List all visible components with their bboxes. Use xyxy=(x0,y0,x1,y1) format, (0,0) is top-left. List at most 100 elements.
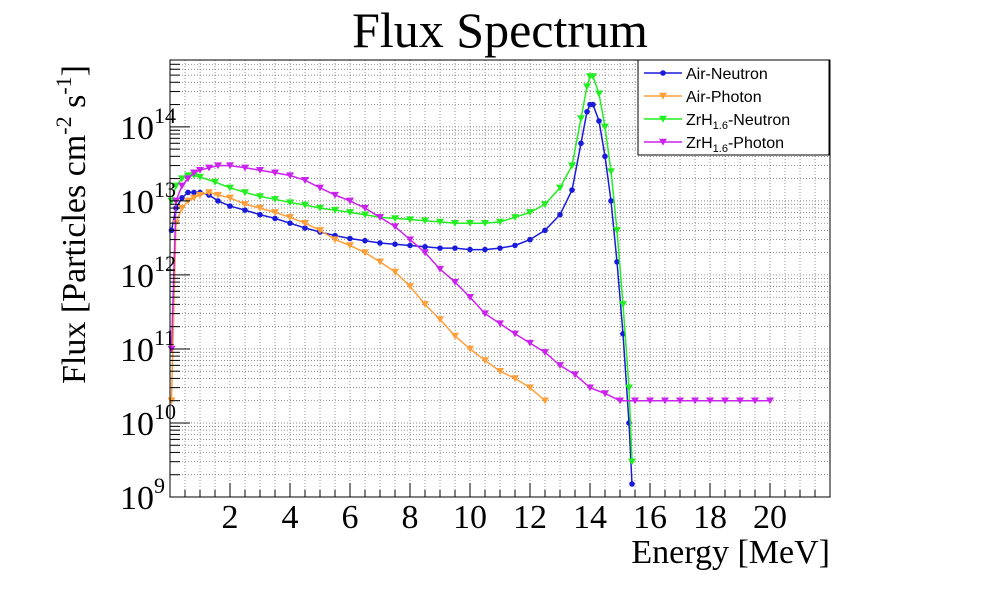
data-point xyxy=(196,191,204,199)
data-point xyxy=(706,397,714,405)
x-tick-label: 2 xyxy=(222,499,239,536)
data-point xyxy=(452,245,458,251)
data-point xyxy=(736,397,744,405)
data-point xyxy=(376,258,384,266)
data-point xyxy=(577,115,585,123)
data-point xyxy=(287,220,293,226)
data-point xyxy=(256,166,264,174)
legend-label: ZrH1.6-Neutron xyxy=(686,112,790,132)
data-point xyxy=(185,189,191,196)
data-point xyxy=(661,397,669,405)
data-point xyxy=(190,194,198,202)
legend-label-suffix: -Photon xyxy=(728,135,784,152)
legend-marker xyxy=(659,92,667,100)
data-point xyxy=(346,242,354,250)
legend-box xyxy=(637,59,830,156)
data-point xyxy=(466,345,474,353)
data-point xyxy=(511,214,519,221)
data-point xyxy=(256,204,264,212)
y-tick-label-exponent: 14 xyxy=(154,103,176,128)
data-point xyxy=(466,219,474,227)
data-point xyxy=(256,193,264,200)
data-point xyxy=(556,184,564,192)
data-point xyxy=(631,397,639,405)
data-point xyxy=(179,195,185,201)
y-tick-label: 1011 xyxy=(120,325,175,369)
legend-entry: Air-Neutron xyxy=(644,66,768,83)
series-zrh1-6-neutron xyxy=(167,73,636,466)
data-point xyxy=(226,184,234,192)
data-point xyxy=(215,198,221,204)
data-point xyxy=(511,375,519,383)
data-point xyxy=(301,219,309,227)
data-point xyxy=(614,259,620,265)
y-tick-label-base: 10 xyxy=(120,332,154,369)
data-point xyxy=(331,191,339,199)
data-point xyxy=(271,169,279,177)
data-point xyxy=(211,178,219,186)
data-point xyxy=(421,249,429,257)
data-point xyxy=(557,211,563,218)
data-point xyxy=(346,209,354,216)
data-point xyxy=(361,249,369,257)
data-point xyxy=(590,101,596,108)
y-tick-label-exponent: 10 xyxy=(154,399,176,424)
data-point xyxy=(406,283,414,290)
data-point xyxy=(676,397,684,405)
data-point xyxy=(541,201,549,208)
data-point xyxy=(596,118,602,124)
legend-label: Air-Neutron xyxy=(686,66,768,83)
data-point xyxy=(392,241,398,247)
data-point xyxy=(589,73,597,81)
data-point xyxy=(607,168,615,176)
data-point xyxy=(406,236,414,244)
data-point xyxy=(451,278,459,286)
y-tick-label-base: 10 xyxy=(120,110,154,147)
data-point xyxy=(436,218,444,226)
data-point xyxy=(226,162,234,170)
y-tick-label-exponent: 13 xyxy=(154,177,176,202)
data-point xyxy=(376,214,384,221)
x-tick-label: 20 xyxy=(753,499,787,536)
data-point xyxy=(601,123,609,131)
legend-entry: ZrH1.6-Neutron xyxy=(644,112,790,132)
legend-label-suffix: -Neutron xyxy=(728,112,790,129)
data-point xyxy=(214,162,222,170)
data-point xyxy=(601,390,609,398)
data-point xyxy=(362,237,368,244)
data-point xyxy=(527,236,533,243)
data-point xyxy=(496,218,504,226)
data-point xyxy=(466,293,474,301)
data-point xyxy=(608,198,614,204)
x-tick-label: 12 xyxy=(513,499,547,536)
data-point xyxy=(751,397,759,405)
data-point xyxy=(331,206,339,214)
data-point xyxy=(613,227,621,234)
x-tick-label: 10 xyxy=(453,499,487,536)
data-point xyxy=(316,204,324,212)
data-point xyxy=(586,384,594,392)
data-point xyxy=(583,83,591,91)
data-point xyxy=(407,242,413,249)
data-point xyxy=(616,397,624,405)
data-point xyxy=(691,397,699,405)
y-tick-label: 1014 xyxy=(120,103,176,147)
data-point xyxy=(191,189,197,196)
series-zrh1-6-photon xyxy=(167,162,774,405)
data-point xyxy=(271,196,279,203)
data-point xyxy=(302,225,308,231)
data-point xyxy=(346,197,354,205)
data-point xyxy=(526,384,534,392)
y-tick-label: 109 xyxy=(120,473,165,517)
data-point xyxy=(286,214,294,221)
x-tick-label: 6 xyxy=(342,499,359,536)
data-point xyxy=(481,219,489,227)
data-point xyxy=(316,184,324,192)
data-point xyxy=(257,211,263,218)
data-point xyxy=(227,203,233,209)
data-point xyxy=(497,245,503,251)
y-tick-label: 1010 xyxy=(120,399,176,443)
data-point xyxy=(178,175,186,183)
